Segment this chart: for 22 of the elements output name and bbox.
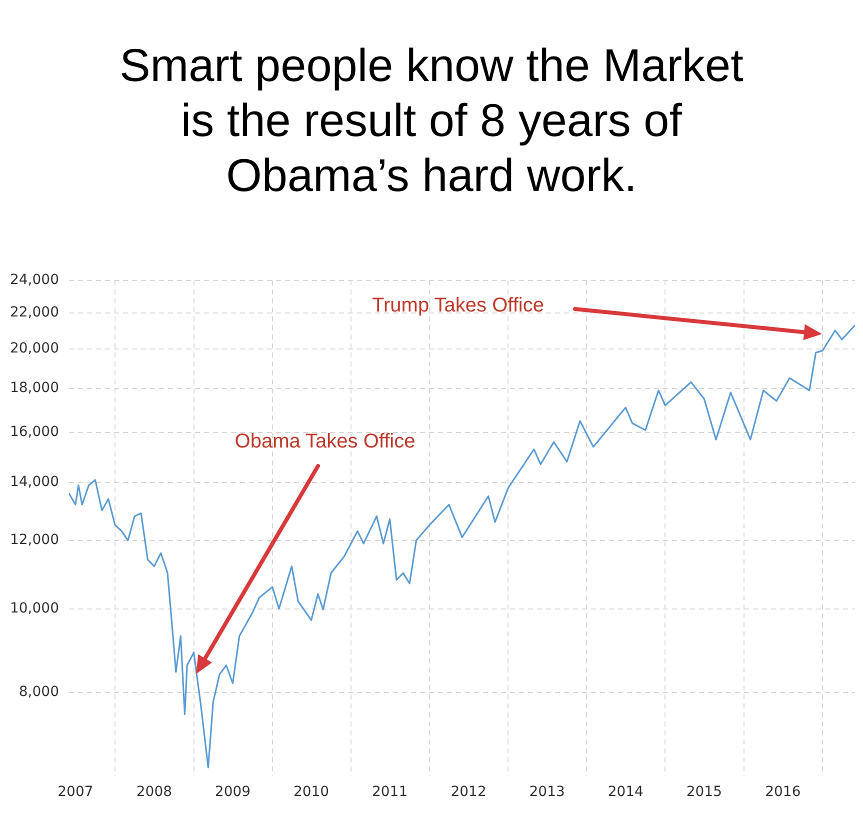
annotation: Trump Takes Office (372, 294, 544, 317)
y-tick-label: 16,000 (10, 424, 59, 440)
y-tick-label: 18,000 (10, 380, 59, 396)
annotation: Obama Takes Office (234, 430, 416, 453)
y-tick-label: 14,000 (10, 474, 59, 490)
y-tick-label: 8,000 (18, 684, 59, 700)
x-tick-label: 2015 (686, 784, 722, 800)
x-tick-label: 2007 (58, 784, 94, 800)
x-tick-label: 2009 (214, 784, 251, 800)
x-tick-label: 2008 (136, 784, 172, 800)
chart-title: Smart people know the Market is the result of 8 years of Obama’s hard work. (119, 38, 744, 204)
y-tick-label: 12,000 (10, 532, 59, 548)
x-tick-label: 2016 (765, 784, 801, 800)
y-tick-label: 10,000 (10, 600, 59, 616)
x-tick-label: 2011 (372, 784, 408, 800)
y-tick-label: 24,000 (10, 272, 59, 288)
x-tick-label: 2012 (450, 784, 486, 800)
x-tick-label: 2010 (293, 784, 330, 800)
y-tick-label: 22,000 (10, 304, 59, 321)
x-tick-label: 2014 (608, 784, 644, 800)
x-tick-label: 2013 (529, 784, 565, 800)
y-tick-label: 20,000 (10, 340, 59, 356)
